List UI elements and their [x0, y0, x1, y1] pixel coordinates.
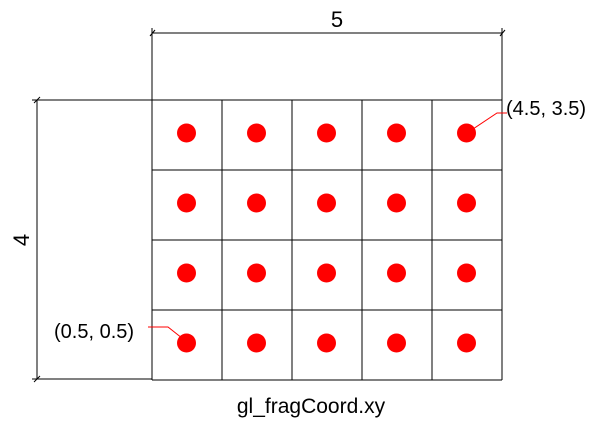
pixel-center-dot	[457, 123, 476, 143]
width-tick-right	[499, 29, 506, 37]
height-tick-top	[33, 96, 41, 104]
pixel-center-dot	[247, 193, 266, 213]
width-label: 5	[331, 7, 343, 32]
height-tick-bottom	[33, 375, 41, 383]
bottom-left-leader	[148, 326, 188, 343]
pixel-center-dot	[177, 123, 196, 143]
pixel-center-dot	[247, 123, 266, 143]
top-right-coordinate-label: (4.5, 3.5)	[506, 98, 586, 120]
pixel-grid	[151, 99, 503, 381]
pixel-center-dot	[317, 193, 336, 213]
pixel-center-dot	[177, 263, 196, 283]
pixel-center-dot	[317, 123, 336, 143]
pixel-center-dot	[457, 263, 476, 283]
width-dimension	[149, 28, 506, 100]
height-label: 4	[9, 234, 34, 246]
pixel-center-dot	[457, 193, 476, 213]
pixel-center-dot	[247, 263, 266, 283]
pixel-center-dot	[317, 263, 336, 283]
pixel-center-dot	[387, 123, 406, 143]
pixel-center-dot	[387, 333, 406, 353]
pixel-center-dot	[457, 333, 476, 353]
pixel-center-dot	[387, 193, 406, 213]
caption: gl_fragCoord.xy	[237, 395, 386, 418]
height-dimension	[32, 96, 152, 383]
pixel-center-dot	[247, 333, 266, 353]
pixel-centers	[177, 123, 476, 353]
pixel-center-dot	[177, 193, 196, 213]
bottom-left-coordinate-label: (0.5, 0.5)	[54, 321, 134, 343]
pixel-center-dot	[387, 263, 406, 283]
top-right-leader	[466, 112, 507, 134]
pixel-center-dot	[317, 333, 336, 353]
width-tick-left	[149, 29, 156, 37]
